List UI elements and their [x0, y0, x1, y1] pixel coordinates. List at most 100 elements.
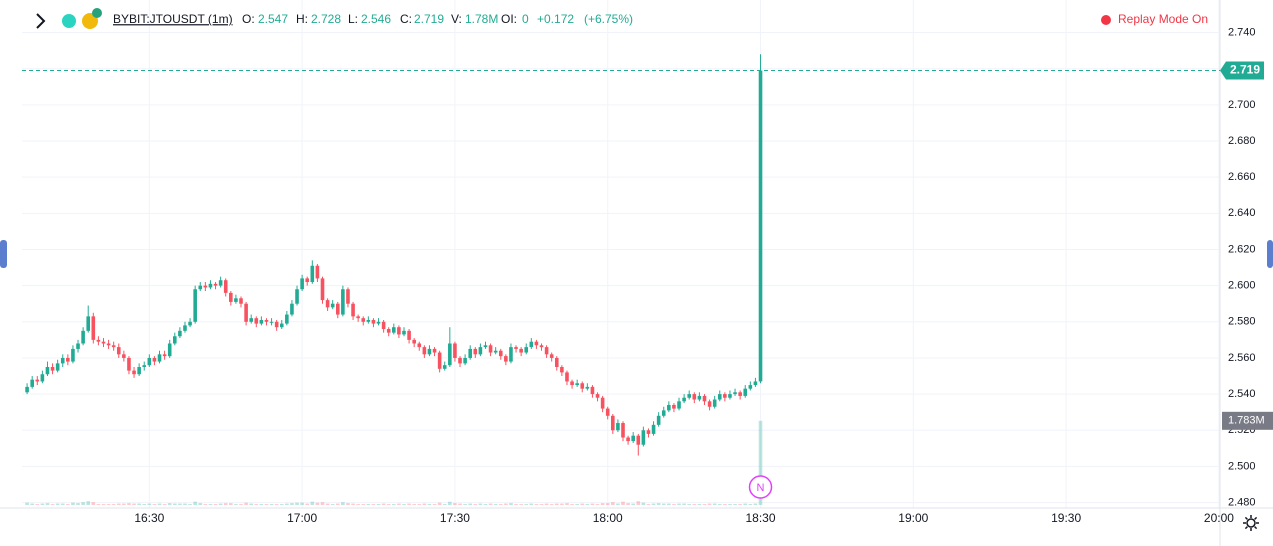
x-tick-label: 19:00: [898, 511, 928, 525]
volume-bar: [264, 504, 269, 505]
candle-body: [707, 401, 712, 407]
volume-bar: [422, 503, 427, 505]
volume-bar: [203, 504, 208, 505]
volume-bar: [483, 504, 488, 505]
volume-bar: [142, 504, 147, 505]
volume-bar: [111, 504, 116, 505]
collapse-chevron[interactable]: [36, 13, 46, 29]
volume-bar: [40, 503, 45, 505]
candle-body: [621, 423, 625, 438]
candle-body: [96, 339, 101, 342]
candle-body: [137, 366, 141, 375]
candle-body: [208, 283, 213, 288]
candle-body: [132, 370, 136, 375]
candle-body: [234, 298, 238, 302]
volume-bar: [279, 504, 284, 505]
volume-bar: [427, 504, 432, 505]
candle-body: [122, 354, 126, 358]
candle-body: [269, 321, 274, 323]
settings-icon[interactable]: [1243, 515, 1259, 531]
settings-ring: [1246, 518, 1256, 528]
volume-bar: [188, 504, 192, 505]
volume-bar: [66, 504, 70, 505]
volume-bar: [565, 503, 569, 505]
legend-label: H:: [296, 12, 308, 26]
event-marker[interactable]: [748, 475, 773, 499]
volume-bar: [239, 504, 243, 505]
candle-body: [636, 435, 641, 445]
volume-bar: [651, 503, 656, 505]
volume-bar: [636, 501, 641, 505]
volume-bar: [310, 501, 315, 505]
symbol-title[interactable]: BYBIT:JTOUSDT (1m): [113, 12, 233, 26]
candle-body: [305, 278, 310, 283]
volume-bar: [223, 503, 228, 505]
volume-bar: [269, 504, 274, 505]
last-price-tag: [1220, 61, 1264, 80]
coin-badge: [92, 8, 102, 18]
volume-bar: [218, 503, 223, 505]
replay-status[interactable]: Replay Mode On: [1118, 12, 1208, 26]
candles: [25, 54, 763, 456]
candle-body: [702, 395, 707, 402]
right-tab[interactable]: [1267, 240, 1273, 268]
candle-body: [631, 435, 635, 442]
candle-body: [381, 321, 386, 330]
candle-body: [366, 319, 371, 322]
volume-bar: [580, 503, 585, 505]
volume-bar: [682, 503, 686, 505]
candle-body: [330, 303, 335, 308]
candle-body: [101, 341, 106, 344]
candle-body: [432, 348, 437, 353]
volume-bar: [106, 504, 111, 505]
volume-bar: [570, 504, 574, 505]
volume-pane: [25, 420, 763, 505]
legend-value: 2.546: [361, 12, 391, 26]
volume-bar: [605, 503, 610, 505]
candle-body: [229, 292, 233, 302]
candle-body: [239, 298, 243, 304]
volume-bar: [290, 503, 294, 505]
candle-body: [437, 352, 442, 369]
y-tick-label: 2.580: [1228, 316, 1256, 328]
overlay: 2.719 1.783M N: [22, 61, 1273, 499]
candle-body: [279, 323, 284, 328]
candle-body: [142, 365, 147, 367]
candle-body: [585, 386, 590, 389]
volume-bar: [504, 503, 508, 505]
candle-body: [524, 347, 529, 353]
candle-body: [315, 265, 320, 279]
candle-body: [549, 354, 554, 358]
candle-body: [448, 343, 452, 366]
candle-body: [646, 430, 651, 434]
volume-bar: [366, 504, 371, 505]
candle-body: [514, 347, 518, 349]
volume-bar: [534, 504, 539, 505]
candle-body: [590, 386, 595, 395]
candle-body: [300, 278, 304, 290]
candle-body: [697, 395, 702, 400]
y-tick-label: 2.500: [1228, 460, 1256, 472]
candle-body: [218, 280, 223, 286]
candle-body: [575, 383, 579, 386]
volume-bar: [702, 504, 707, 505]
candle-body: [534, 341, 539, 346]
legend-label: OI:: [501, 12, 517, 26]
volume-bar: [295, 502, 299, 505]
volume-bar: [101, 504, 106, 505]
candle-body: [504, 356, 508, 362]
candle-body: [386, 329, 391, 333]
x-tick-label: 16:30: [134, 511, 164, 525]
volume-bar: [234, 504, 238, 505]
volume-bar: [371, 504, 376, 505]
volume-bar: [478, 503, 483, 505]
candle-body: [106, 343, 111, 346]
volume-bar: [743, 503, 748, 505]
left-tab[interactable]: [0, 240, 7, 268]
volume-bar: [554, 503, 559, 505]
volume-bar: [412, 504, 416, 505]
candle-body: [656, 415, 661, 425]
candle-body: [259, 319, 264, 324]
candle-body: [157, 354, 162, 362]
volume-bar: [753, 503, 758, 505]
